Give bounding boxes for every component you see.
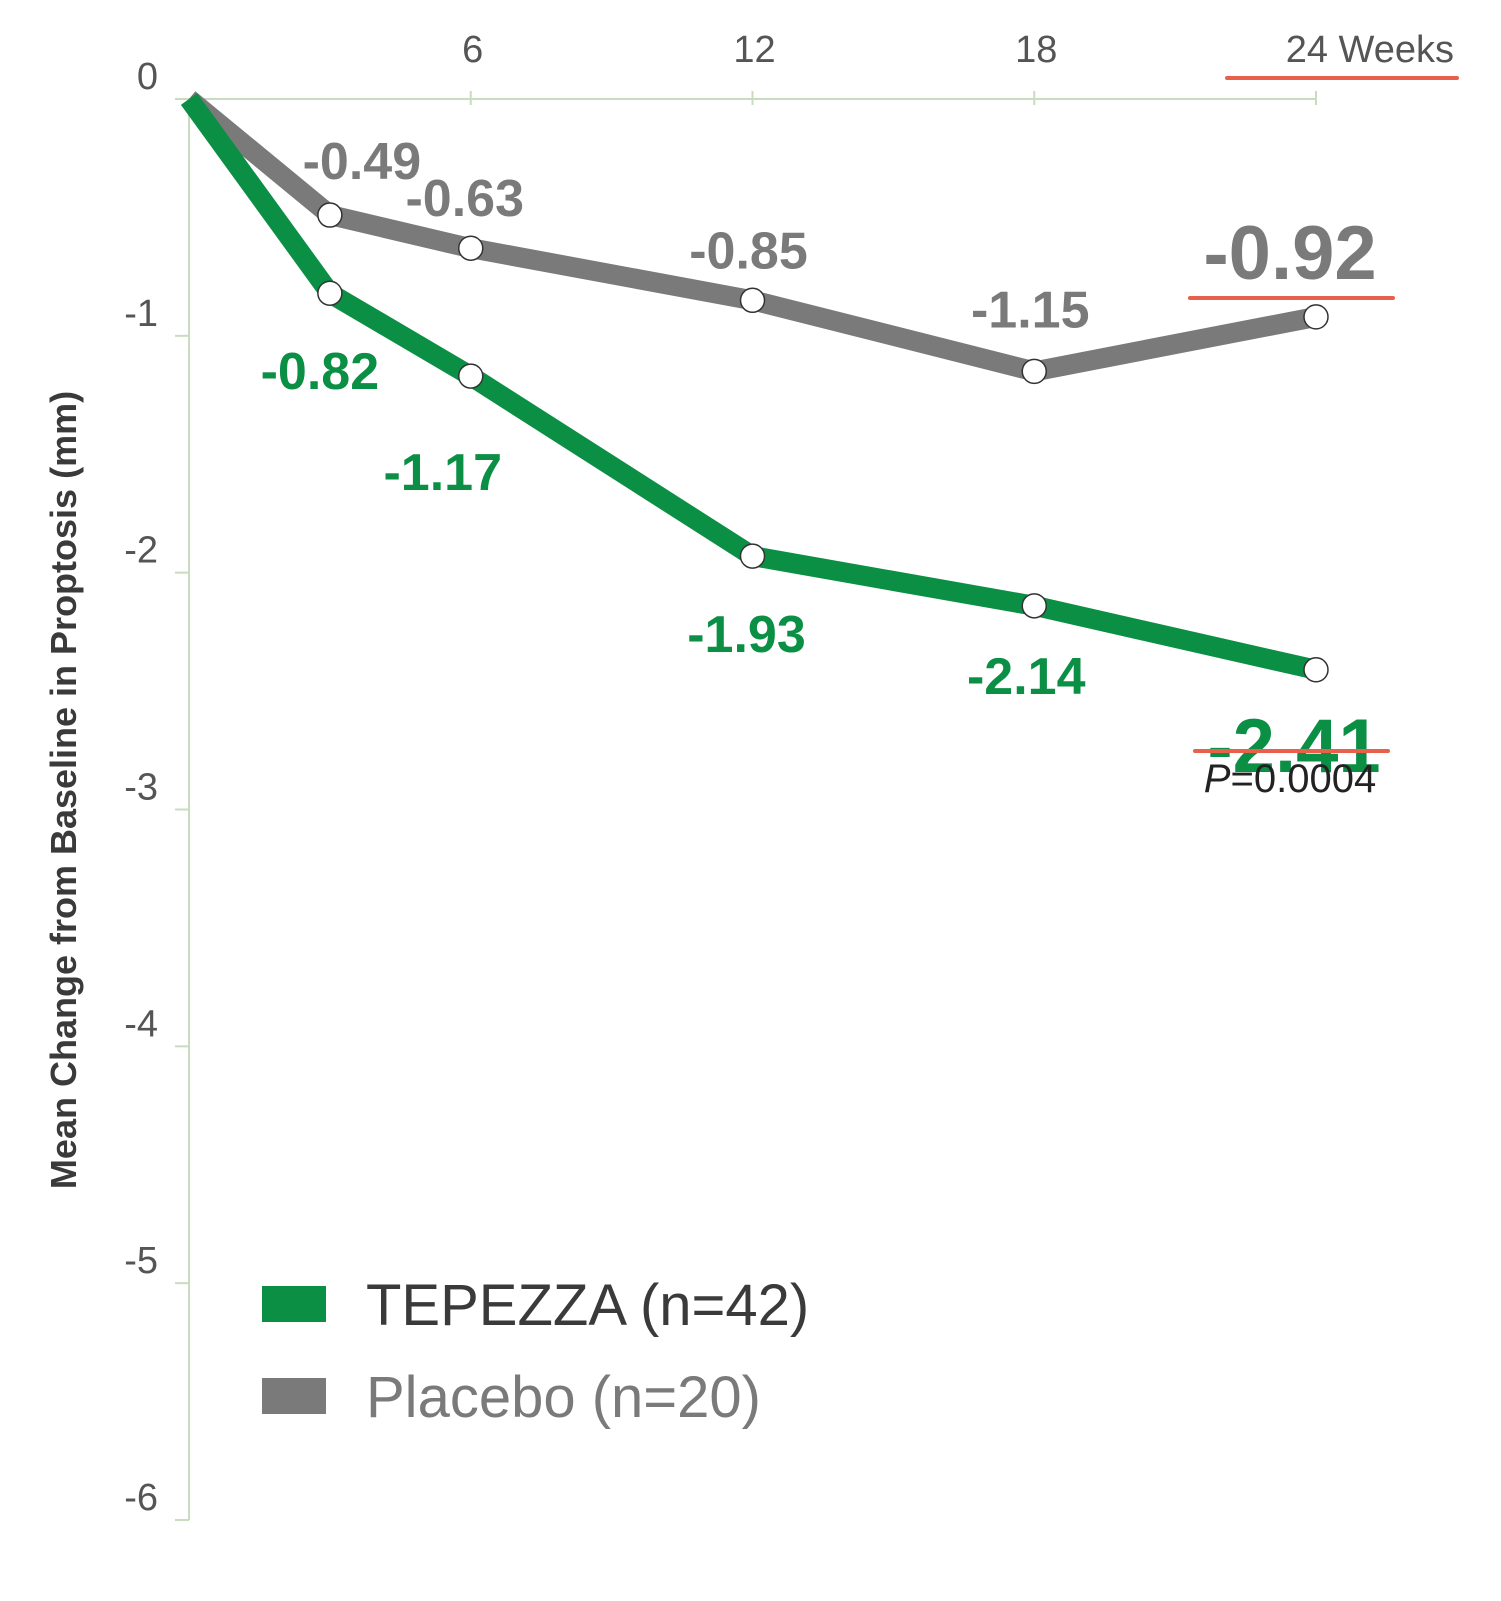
p-value-number: =0.0004 [1230, 757, 1376, 801]
data-point-tepezza [739, 543, 766, 569]
legend-label-placebo: Placebo (n=20) [366, 1365, 761, 1430]
data-label-placebo: -1.15 [971, 281, 1090, 339]
data-point-tepezza [458, 363, 484, 389]
y-tick-label: -6 [124, 1477, 158, 1519]
data-point-placebo [317, 202, 343, 228]
x-tick-label-final: 24 Weeks [1286, 29, 1454, 71]
annotations: P=0.0004 [1188, 76, 1459, 801]
x-tick-label: 12 [733, 29, 775, 71]
axes [175, 91, 1317, 1521]
data-label-tepezza: -0.82 [261, 343, 380, 401]
y-tick-label: -2 [124, 530, 158, 572]
data-point-placebo [1303, 304, 1329, 330]
legend-swatch-tepezza [262, 1286, 326, 1322]
series-line-tepezza [180, 93, 1319, 680]
series-lines [180, 91, 1319, 680]
y-tick-label: -4 [124, 1003, 158, 1045]
x-tick-label: 6 [462, 29, 483, 71]
data-point-tepezza [1303, 657, 1329, 683]
data-label-tepezza: -2.14 [967, 648, 1086, 706]
y-tick-label: 0 [137, 56, 158, 98]
y-tick-label: -1 [124, 293, 158, 335]
data-label-tepezza: -1.17 [383, 444, 502, 502]
data-point-placebo [1021, 358, 1047, 385]
y-tick-label: -3 [124, 767, 158, 809]
legend: TEPEZZA (n=42) Placebo (n=20) [262, 1273, 809, 1430]
data-label-tepezza: -2.41 [1207, 704, 1380, 789]
y-axis-title: Mean Change from Baseline in Proptosis (… [43, 391, 84, 1189]
p-value-annotation: P=0.0004 [1204, 757, 1376, 801]
legend-label-tepezza: TEPEZZA (n=42) [366, 1273, 809, 1338]
x-tick-label: 18 [1015, 29, 1057, 71]
p-value-symbol: P [1204, 757, 1231, 801]
data-labels: -0.82-1.17 -1.93 -2.14 -2.41 -0.49-0.63 -0.85… [261, 133, 1381, 789]
data-point-placebo [739, 287, 766, 314]
series-line-placebo [182, 91, 1318, 382]
y-tick-label: -5 [124, 1240, 158, 1282]
data-point-tepezza [1021, 593, 1047, 619]
data-label-placebo: -0.63 [405, 170, 524, 228]
data-point-tepezza [317, 280, 343, 306]
data-label-placebo: -0.92 [1203, 211, 1376, 296]
data-label-placebo: -0.49 [303, 133, 422, 191]
series-points [317, 202, 1329, 683]
data-label-tepezza: -1.93 [687, 606, 806, 664]
data-point-placebo [458, 235, 484, 261]
data-label-placebo: -0.85 [689, 222, 808, 280]
legend-swatch-placebo [262, 1378, 326, 1414]
tick-labels: 0 -1 -2 -3 -4 -5 -6 6 12 18 24 Weeks [124, 29, 1454, 1519]
